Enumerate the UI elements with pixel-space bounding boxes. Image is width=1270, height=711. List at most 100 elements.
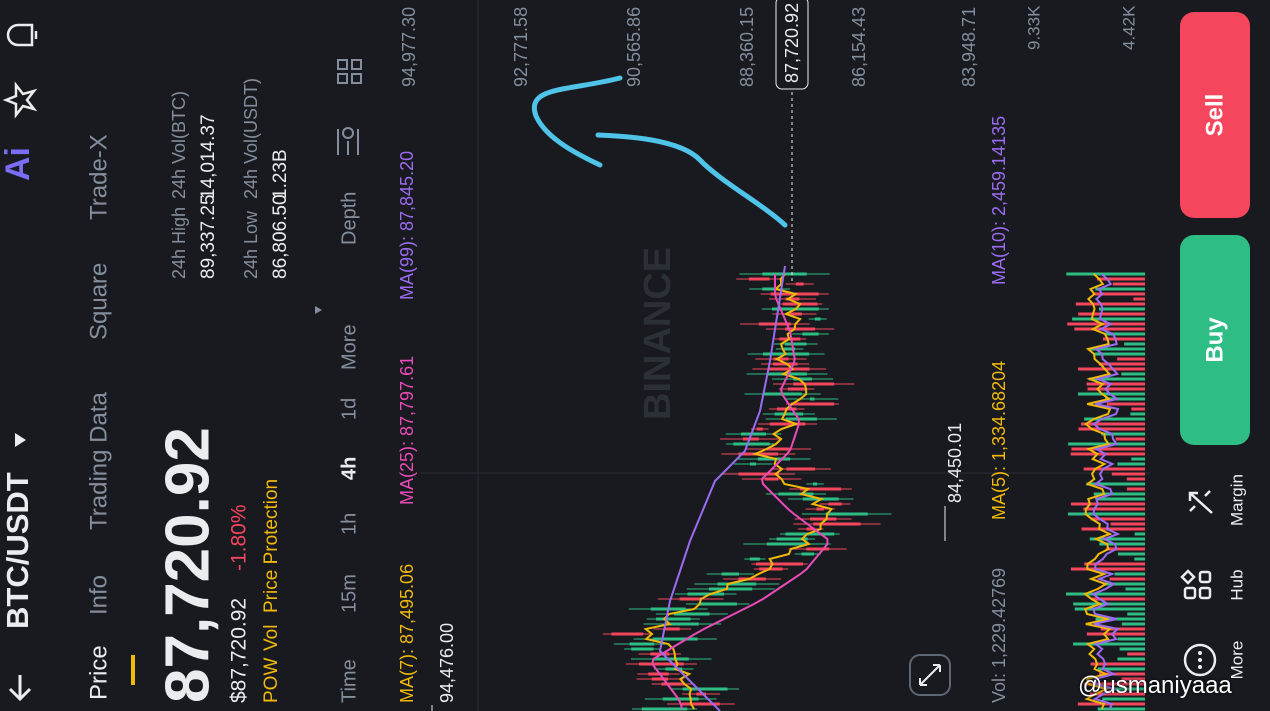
- volume-bar: [1117, 657, 1145, 661]
- ma-label: MA(99): 87,845.20: [397, 151, 417, 300]
- stat-label: 24h Vol(USDT): [241, 78, 261, 199]
- price-axis-label: 92,771.58: [511, 7, 531, 87]
- layout-button[interactable]: [337, 59, 362, 84]
- volume-bar: [1078, 312, 1145, 316]
- candle-body: [787, 387, 806, 391]
- volume-bar: [1086, 632, 1145, 636]
- volume-bar: [1105, 547, 1145, 551]
- volume-bar: [1131, 407, 1145, 411]
- interval[interactable]: More: [338, 324, 360, 370]
- candle-body: [655, 617, 691, 621]
- volume-bar: [1121, 622, 1145, 626]
- margin-icon[interactable]: [1188, 490, 1213, 514]
- hub-label[interactable]: Hub: [1227, 569, 1246, 600]
- candle-body: [766, 542, 808, 546]
- candle-body: [806, 547, 830, 551]
- pair-dropdown[interactable]: [15, 433, 26, 447]
- volume-bar: [1090, 662, 1145, 666]
- watermark: BINANCE: [637, 247, 679, 420]
- back-button[interactable]: [8, 675, 32, 702]
- price-axis-label: 88,360.15: [737, 7, 757, 87]
- tag[interactable]: Vol: [261, 625, 282, 651]
- hand-drawn-arrow: [531, 75, 788, 228]
- interval[interactable]: Time: [338, 659, 360, 703]
- hub-icon[interactable]: [1180, 569, 1212, 600]
- volume-bar: [1066, 592, 1145, 596]
- candle-body: [653, 657, 689, 661]
- volume-bar: [1090, 517, 1145, 521]
- interval[interactable]: Depth: [338, 192, 360, 245]
- candle-body: [651, 677, 669, 681]
- stat-value: 89,337.25: [198, 194, 219, 279]
- ma7-line: [643, 273, 834, 710]
- buy-label[interactable]: Buy: [1201, 317, 1228, 363]
- volume-bar: [1117, 462, 1145, 466]
- tab[interactable]: Square: [85, 263, 112, 340]
- candle-body: [648, 672, 669, 676]
- volume-bar: [1110, 522, 1145, 526]
- volume-bar: [1102, 697, 1146, 701]
- candle-body: [766, 447, 790, 451]
- last-price: 87,720.92: [153, 427, 222, 703]
- user-watermark: @usmaniyaaa: [1078, 672, 1232, 699]
- ai-icon[interactable]: Ai: [0, 147, 37, 181]
- interval[interactable]: 1h: [338, 513, 360, 535]
- tab[interactable]: Info: [85, 575, 112, 615]
- price-axis-label: 86,154.43: [849, 7, 869, 87]
- volume-bar: [1134, 532, 1145, 536]
- tag[interactable]: Price Protection: [261, 479, 282, 613]
- candle-body: [810, 517, 837, 521]
- more-label[interactable]: More: [1227, 641, 1246, 680]
- pair-title[interactable]: BTC/USDT: [0, 472, 35, 629]
- current-price: 87,720.92: [782, 3, 802, 83]
- volume-bar: [1070, 567, 1145, 571]
- candle-body: [679, 597, 702, 601]
- tab[interactable]: Trading Data: [85, 392, 112, 531]
- candle-body: [738, 472, 780, 476]
- tag[interactable]: POW: [261, 658, 282, 703]
- volume-bar: [1074, 607, 1146, 611]
- candle-body: [802, 332, 819, 336]
- interval[interactable]: 4h: [338, 457, 360, 480]
- more-dropdown[interactable]: [315, 306, 322, 314]
- candle-body: [784, 342, 807, 346]
- volume-bar: [1096, 277, 1145, 281]
- sell-button[interactable]: [1180, 12, 1250, 218]
- volume-bar: [1091, 597, 1146, 601]
- volume-bar: [1130, 412, 1145, 416]
- more-icon[interactable]: [1183, 643, 1217, 677]
- candle-body: [762, 287, 778, 291]
- margin-label[interactable]: Margin: [1227, 474, 1246, 526]
- buy-button[interactable]: [1180, 235, 1250, 445]
- tab[interactable]: Trade-X: [85, 134, 112, 220]
- volume-bar: [1095, 497, 1145, 501]
- candle-body: [774, 412, 804, 416]
- volume-bar: [1084, 562, 1146, 566]
- candle-body: [814, 317, 821, 321]
- interval[interactable]: 1d: [338, 398, 360, 420]
- interval[interactable]: 15m: [338, 574, 360, 613]
- volume-bar: [1083, 467, 1146, 471]
- tab[interactable]: Price: [85, 645, 112, 700]
- volume-bar: [1117, 637, 1145, 641]
- fullscreen-button[interactable]: [909, 654, 951, 696]
- candle-body: [813, 482, 818, 486]
- alert-button[interactable]: [6, 23, 38, 47]
- sell-label[interactable]: Sell: [1201, 94, 1228, 137]
- volume-bar: [1075, 302, 1146, 306]
- candle-body: [662, 697, 699, 701]
- volume-bar: [1083, 507, 1146, 511]
- vol-ma10-line: [1091, 273, 1121, 710]
- candle-body: [767, 372, 807, 376]
- price-axis-label: 90,565.86: [624, 7, 644, 87]
- candle-body: [813, 522, 861, 526]
- candle-body: [800, 487, 842, 491]
- candle-body: [740, 432, 767, 436]
- volume-bar: [1109, 577, 1146, 581]
- volume-bar: [1066, 272, 1145, 276]
- volume-bar: [1090, 347, 1145, 351]
- volume-bar: [1112, 282, 1146, 286]
- favorite-button[interactable]: [2, 81, 38, 119]
- indicator-settings[interactable]: [337, 127, 359, 155]
